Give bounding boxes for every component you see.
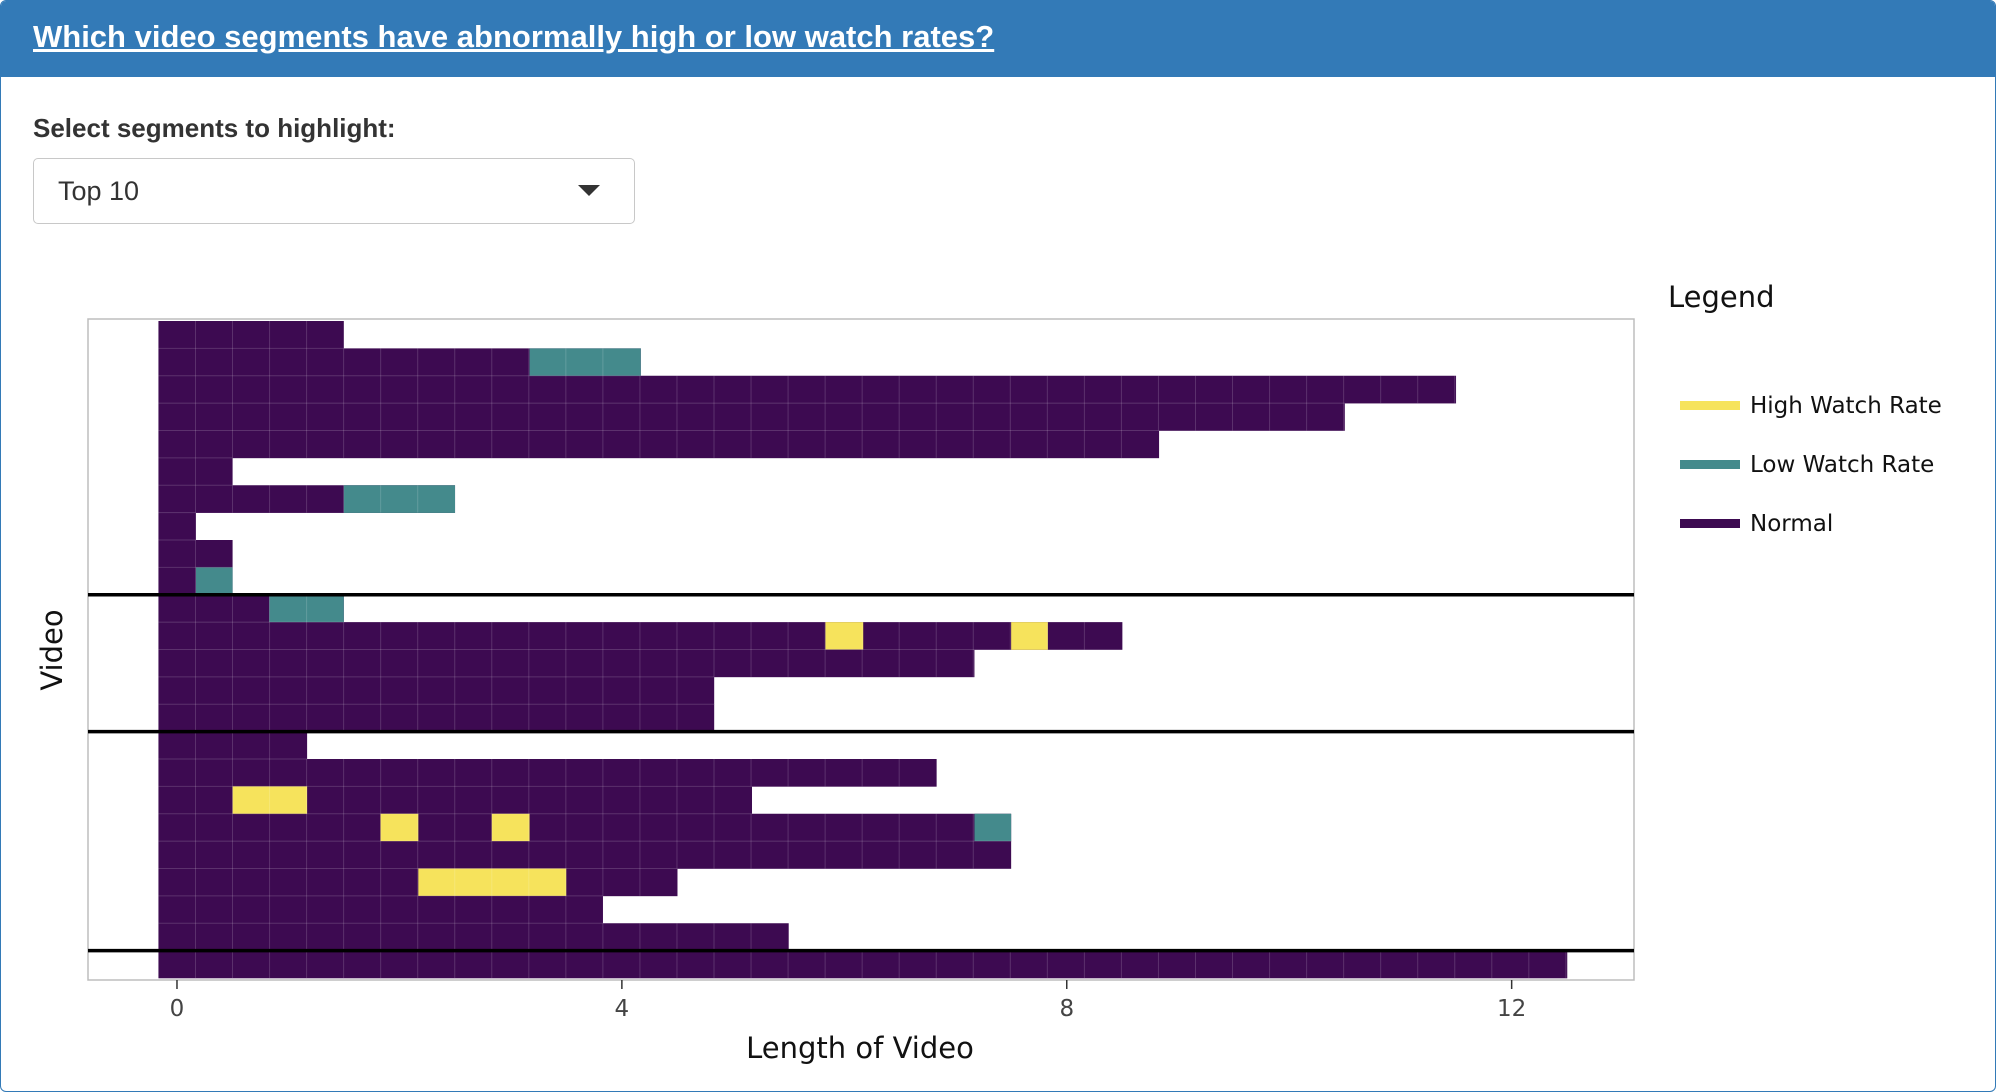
segment-bar-normal xyxy=(158,321,344,349)
segment-bar-normal xyxy=(158,923,789,951)
page-title-link[interactable]: Which video segments have abnormally hig… xyxy=(33,19,995,54)
segment-high-watch xyxy=(825,622,864,650)
y-axis-label: Video xyxy=(35,609,69,690)
chevron-down-icon xyxy=(578,185,600,196)
segment-grid-lines xyxy=(158,321,1567,978)
segment-high-watch xyxy=(1011,622,1048,650)
heatmap-marks xyxy=(158,321,1568,979)
plot-panel-border xyxy=(87,318,1635,981)
segment-bar-normal xyxy=(158,403,1345,431)
legend-label-high: High Watch Rate xyxy=(1750,393,1942,419)
segment-high-watch xyxy=(491,813,530,842)
segment-bar-normal xyxy=(158,540,233,568)
group-separators xyxy=(88,593,1634,953)
x-tick-label: 8 xyxy=(1059,996,1074,1022)
highlight-select-label: Select segments to highlight: xyxy=(33,113,396,143)
x-tick-label: 12 xyxy=(1497,996,1526,1022)
legend-swatch-low xyxy=(1680,460,1740,469)
segment-bar-normal xyxy=(158,841,1012,869)
segment-bar-normal xyxy=(158,704,715,732)
panel-header xyxy=(1,1,1995,77)
segment-bar-normal xyxy=(158,512,196,541)
segment-bar-normal xyxy=(158,731,308,760)
x-tick-label: 0 xyxy=(170,996,185,1022)
segment-bar-normal xyxy=(158,622,1123,650)
segment-low-watch xyxy=(343,485,456,513)
highlight-select[interactable]: Top 10 xyxy=(33,158,635,224)
segment-bar-normal xyxy=(158,375,1457,404)
segment-bar-normal xyxy=(158,457,233,486)
segment-high-watch xyxy=(418,868,567,897)
segment-bar-normal xyxy=(158,649,975,678)
segment-high-watch xyxy=(380,813,419,842)
segment-high-watch xyxy=(232,786,308,815)
segment-bar-normal xyxy=(158,759,937,787)
x-axis-label: Length of Video xyxy=(746,1031,974,1065)
legend-title: Legend xyxy=(1668,280,1775,314)
segment-bar-normal xyxy=(158,676,715,705)
segment-low-watch xyxy=(269,594,344,623)
legend-swatch-high xyxy=(1680,401,1740,410)
legend-swatch-normal xyxy=(1680,519,1740,528)
segment-bar-normal xyxy=(158,813,1012,842)
segment-low-watch xyxy=(974,813,1012,842)
legend-label-normal: Normal xyxy=(1750,511,1833,537)
segment-bar-normal xyxy=(158,430,1160,459)
segment-bar-normal xyxy=(158,950,1568,979)
x-tick-label: 4 xyxy=(615,996,630,1022)
segment-low-watch xyxy=(529,348,641,377)
legend-label-low: Low Watch Rate xyxy=(1750,452,1934,478)
segment-bar-normal xyxy=(158,895,603,924)
x-axis: 0 4 8 12 xyxy=(170,980,1526,1022)
highlight-select-value: Top 10 xyxy=(58,176,140,206)
segment-bar-normal xyxy=(158,868,678,897)
segment-low-watch xyxy=(195,567,233,596)
legend: Legend High Watch Rate Low Watch Rate Norm… xyxy=(1668,280,1942,537)
